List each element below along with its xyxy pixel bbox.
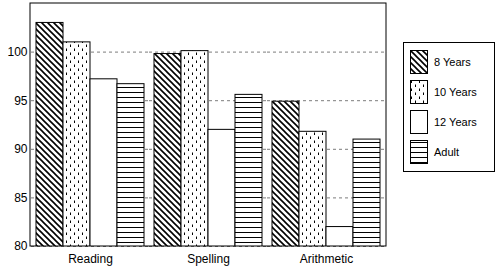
html-text:Adult: Adult bbox=[434, 146, 460, 158]
html-text:8 Years: 8 Years bbox=[434, 56, 471, 68]
svg-text:85: 85 bbox=[14, 191, 28, 205]
html-text:12 Years: 12 Years bbox=[434, 116, 477, 128]
svg-text:Arithmetic: Arithmetic bbox=[300, 252, 353, 266]
svg-text:95: 95 bbox=[14, 94, 28, 108]
svg-text:90: 90 bbox=[14, 142, 28, 156]
html-text:10 Years: 10 Years bbox=[434, 86, 477, 98]
svg-text:80: 80 bbox=[14, 239, 28, 253]
svg-text:Reading: Reading bbox=[68, 252, 113, 266]
svg-text:100: 100 bbox=[7, 45, 27, 59]
svg-text:Spelling: Spelling bbox=[187, 252, 230, 266]
